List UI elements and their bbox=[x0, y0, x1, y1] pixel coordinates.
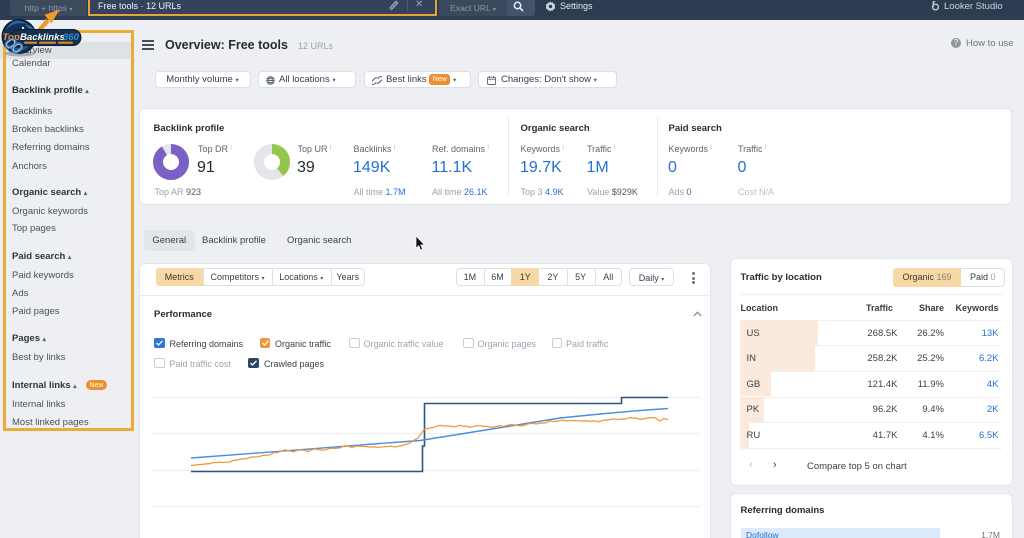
svg-text:Backlinks: Backlinks bbox=[20, 32, 65, 43]
svg-text:Top: Top bbox=[3, 32, 20, 43]
svg-text:360: 360 bbox=[63, 32, 80, 43]
